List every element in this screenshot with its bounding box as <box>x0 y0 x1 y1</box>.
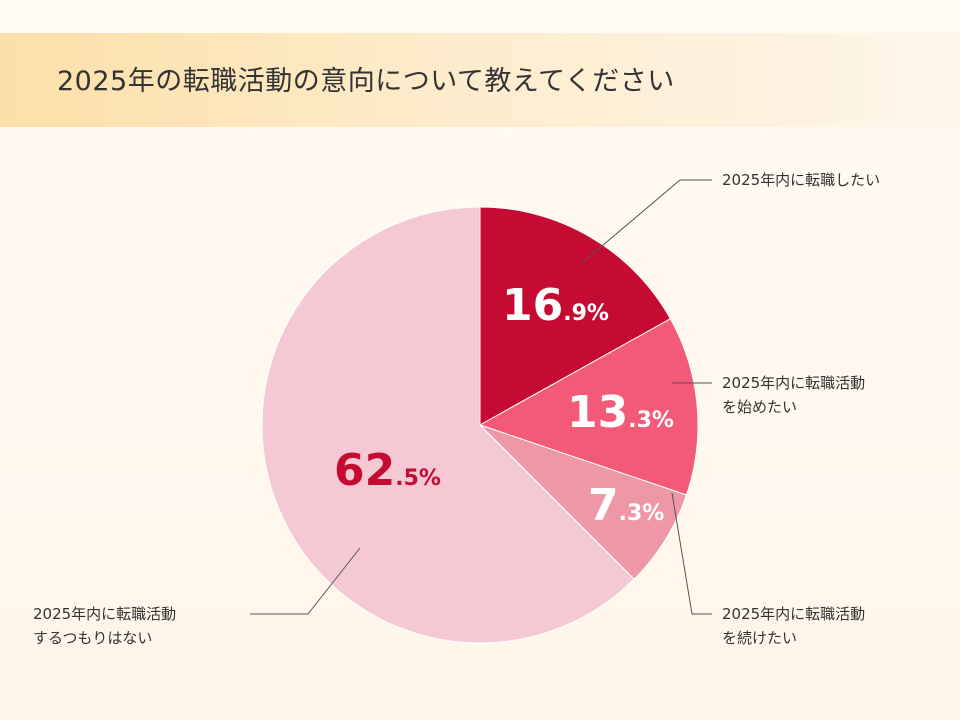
pie-slice-4 <box>261 206 635 644</box>
chart-title: 2025年の転職活動の意向について教えてください <box>57 66 675 97</box>
pie-slice-3 <box>479 424 688 580</box>
leader-line-1 <box>582 179 712 263</box>
slice-value-label-1: 16.9% <box>502 280 609 331</box>
slice-value-label-2: 13.3% <box>567 387 674 438</box>
title-bar: 2025年の転職活動の意向について教えてください <box>0 33 960 127</box>
category-label-3: 2025年内に転職活動を続けたい <box>722 605 865 647</box>
slice-value-label-3: 7.3% <box>588 480 664 531</box>
pie-slice-1 <box>479 206 672 426</box>
category-label-2: 2025年内に転職活動を始めたい <box>722 374 865 416</box>
category-label-4: 2025年内に転職活動するつもりはない <box>33 605 176 647</box>
category-label-1: 2025年内に転職したい <box>722 171 880 189</box>
leader-line-4 <box>250 547 361 615</box>
pie-slice-2 <box>478 318 699 496</box>
slice-value-label-4: 62.5% <box>334 445 441 496</box>
leader-line-3 <box>671 492 712 615</box>
